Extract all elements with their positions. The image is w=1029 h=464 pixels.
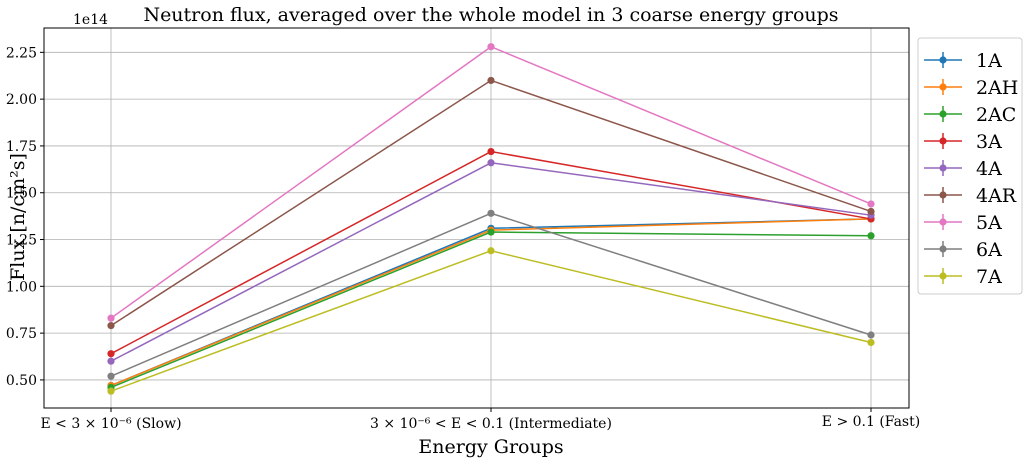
legend-marker (939, 218, 947, 226)
data-point (107, 350, 115, 358)
legend-label: 3A (976, 131, 1002, 153)
data-point (487, 247, 495, 255)
y-tick-label: 2.00 (6, 92, 37, 108)
series-2AC (107, 228, 875, 392)
x-tick-label: 3 × 10⁻⁶ < E < 0.1 (Intermediate) (370, 416, 612, 432)
legend-item-7A[interactable]: 7A (924, 266, 1002, 288)
y-tick-label: 1.25 (6, 233, 37, 249)
legend-marker (939, 191, 947, 199)
series-7A (107, 247, 875, 395)
series-6A (107, 209, 875, 380)
legend-label: 6A (976, 239, 1002, 261)
legend-item-3A[interactable]: 3A (924, 131, 1002, 153)
x-axis-label: Energy Groups (418, 436, 563, 458)
data-point (867, 331, 875, 339)
data-point (107, 372, 115, 380)
series-group (107, 43, 875, 395)
legend-label: 4A (976, 158, 1002, 180)
legend-marker (939, 164, 947, 172)
legend-marker (939, 83, 947, 91)
data-point (487, 228, 495, 236)
legend-marker (939, 110, 947, 118)
data-point (107, 357, 115, 365)
x-axis-ticks: E < 3 × 10⁻⁶ (Slow) 3 × 10⁻⁶ < E < 0.1 (I… (40, 408, 920, 432)
series-4AR (107, 76, 875, 330)
data-point (107, 314, 115, 322)
data-point (487, 147, 495, 156)
legend-label: 2AC (976, 104, 1016, 126)
series-3A (107, 147, 875, 358)
legend-marker (939, 56, 947, 64)
legend-item-4A[interactable]: 4A (924, 158, 1002, 180)
legend-marker (939, 245, 947, 253)
data-point (867, 207, 875, 216)
legend-label: 2AH (976, 77, 1018, 99)
y-tick-label: 1.00 (6, 279, 37, 295)
data-point (867, 232, 875, 240)
legend-marker (939, 137, 947, 145)
series-5A (107, 43, 875, 322)
series-4A (107, 159, 875, 365)
legend-label: 4AR (976, 185, 1017, 207)
x-tick-label: E > 0.1 (Fast) (822, 414, 920, 430)
y-tick-label: 1.75 (6, 139, 37, 155)
y-axis-ticks: 0.50 0.75 1.00 1.25 1.50 1.75 2.00 2.25 (6, 45, 44, 389)
legend-box (917, 37, 1023, 295)
legend-item-4AR[interactable]: 4AR (924, 185, 1017, 207)
data-point (487, 209, 495, 217)
legend-label: 1A (976, 50, 1002, 72)
x-tick-label: E < 3 × 10⁻⁶ (Slow) (40, 416, 181, 432)
legend-label: 7A (976, 266, 1002, 288)
y-tick-label: 0.75 (6, 326, 37, 342)
grid-lines (44, 28, 909, 408)
y-tick-label: 0.50 (6, 373, 37, 389)
y-offset-text: 1e14 (73, 12, 108, 28)
y-tick-label: 2.25 (6, 45, 37, 61)
data-point (487, 43, 495, 51)
plot-frame (43, 27, 910, 409)
legend-item-5A[interactable]: 5A (924, 212, 1002, 234)
y-tick-label: 1.50 (6, 186, 37, 202)
legend-item-2AC[interactable]: 2AC (924, 104, 1016, 126)
legend-item-1A[interactable]: 1A (924, 50, 1002, 72)
y-axis-label: Flux [n/cm²s] (7, 153, 29, 281)
chart-title: Neutron flux, averaged over the whole mo… (143, 4, 838, 26)
data-point (487, 159, 495, 167)
data-point (867, 200, 875, 208)
data-point (107, 322, 115, 330)
legend[interactable]: 1A 2AH 2AC 3A 4A 4AR 5A 6A 7A (917, 37, 1023, 295)
data-point (487, 76, 495, 85)
data-point (107, 387, 115, 395)
legend-label: 5A (976, 212, 1002, 234)
legend-marker (939, 272, 947, 280)
data-point (867, 338, 875, 347)
legend-item-6A[interactable]: 6A (924, 239, 1002, 261)
legend-item-2AH[interactable]: 2AH (924, 77, 1018, 99)
